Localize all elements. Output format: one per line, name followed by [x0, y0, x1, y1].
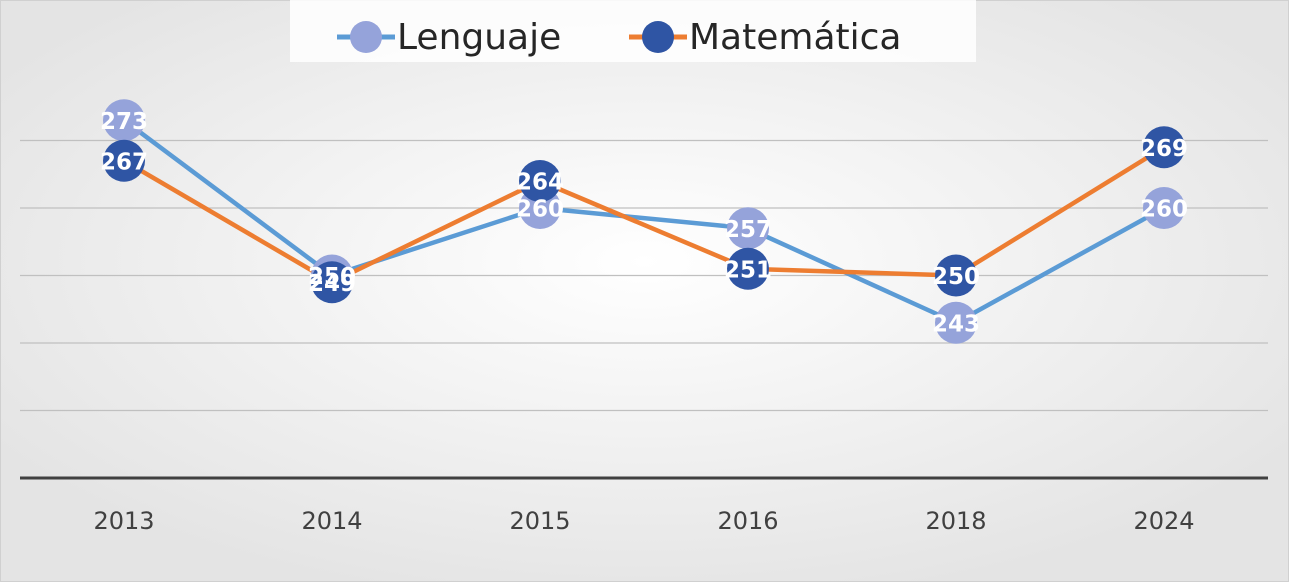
legend-box — [290, 0, 976, 62]
data-label: 267 — [100, 149, 148, 175]
marker — [727, 247, 769, 290]
data-label: 257 — [724, 217, 772, 243]
x-tick-label: 2014 — [301, 507, 362, 535]
data-label: 260 — [1140, 197, 1188, 223]
x-tick-label: 2016 — [717, 507, 778, 535]
x-tick-label: 2024 — [1133, 507, 1194, 535]
marker — [103, 99, 145, 142]
data-label: 260 — [516, 197, 564, 223]
series-line — [122, 118, 1166, 325]
x-tick-label: 2013 — [93, 507, 154, 535]
legend-marker — [350, 21, 382, 53]
marker — [935, 254, 977, 297]
x-tick-label: 2015 — [509, 507, 570, 535]
data-label: 250 — [308, 264, 356, 290]
data-label: 249 — [308, 271, 356, 297]
data-label: 243 — [932, 311, 980, 337]
legend-label: Lenguaje — [397, 17, 561, 58]
data-label: 264 — [516, 170, 564, 196]
marker — [311, 261, 353, 304]
data-label: 250 — [932, 264, 980, 290]
legend-marker — [642, 21, 674, 53]
marker — [519, 160, 561, 202]
data-label: 269 — [1140, 136, 1188, 162]
marker — [103, 139, 145, 182]
marker — [1143, 126, 1185, 169]
marker — [1143, 187, 1185, 229]
x-tick-label: 2018 — [925, 507, 986, 535]
marker — [935, 301, 977, 344]
data-label: 273 — [100, 109, 148, 135]
marker — [727, 207, 769, 250]
series-line — [122, 145, 1166, 285]
legend-label: Matemática — [689, 17, 901, 58]
data-label: 251 — [724, 257, 772, 283]
